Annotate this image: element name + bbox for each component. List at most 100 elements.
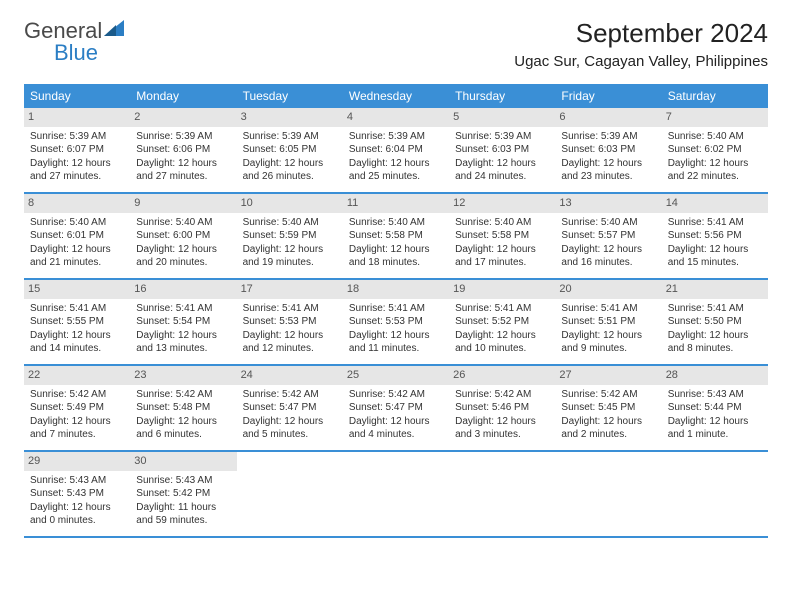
week-row: 22 Sunrise: 5:42 AM Sunset: 5:49 PMDayligh… (24, 366, 768, 452)
day-info-sunrise: Sunrise: 5:40 AM (136, 216, 230, 230)
day-info-d2: and 13 minutes. (136, 342, 230, 356)
day-cell (662, 452, 768, 536)
day-info-sunset: Sunset: 5:54 PM (136, 315, 230, 329)
day-cell: 23Sunrise: 5:42 AMSunset: 5:48 PMDayligh… (130, 366, 236, 450)
day-cell: 13Sunrise: 5:40 AMSunset: 5:57 PMDayligh… (555, 194, 661, 278)
day-info-sunset: Sunset: 6:03 PM (455, 143, 549, 157)
day-info-sunset: Sunset: 6:06 PM (136, 143, 230, 157)
day-info-sunrise: Sunrise: 5:39 AM (30, 130, 124, 144)
day-info-d1: Daylight: 12 hours (668, 157, 762, 171)
day-info-sunrise: Sunrise: 5:42 AM (455, 388, 549, 402)
day-info-d2: and 59 minutes. (136, 514, 230, 528)
day-info-d2: and 17 minutes. (455, 256, 549, 270)
day-cell (555, 452, 661, 536)
day-cell: 17Sunrise: 5:41 AMSunset: 5:53 PMDayligh… (237, 280, 343, 364)
day-info-sunrise: Sunrise: 5:41 AM (243, 302, 337, 316)
day-header: Monday (130, 84, 236, 108)
day-info-d2: and 21 minutes. (30, 256, 124, 270)
day-cell: 12Sunrise: 5:40 AMSunset: 5:58 PMDayligh… (449, 194, 555, 278)
day-info-sunset: Sunset: 5:50 PM (668, 315, 762, 329)
day-number: 19 (449, 280, 555, 299)
day-info-d1: Daylight: 12 hours (30, 415, 124, 429)
day-number: 4 (343, 108, 449, 127)
day-cell: 22Sunrise: 5:42 AMSunset: 5:49 PMDayligh… (24, 366, 130, 450)
day-cell: 29Sunrise: 5:43 AMSunset: 5:43 PMDayligh… (24, 452, 130, 536)
day-cell: 21 Sunrise: 5:41 AMSunset: 5:50 PMDayligh… (662, 280, 768, 364)
day-cell (449, 452, 555, 536)
day-info-d1: Daylight: 12 hours (30, 501, 124, 515)
day-info-d2: and 26 minutes. (243, 170, 337, 184)
month-title: September 2024 (514, 18, 768, 49)
day-info-sunset: Sunset: 6:07 PM (30, 143, 124, 157)
day-info-d1: Daylight: 12 hours (349, 329, 443, 343)
day-info-sunrise: Sunrise: 5:43 AM (136, 474, 230, 488)
day-info-d1: Daylight: 12 hours (668, 329, 762, 343)
day-info-sunrise: Sunrise: 5:39 AM (136, 130, 230, 144)
day-info-d2: and 5 minutes. (243, 428, 337, 442)
day-info-sunrise: Sunrise: 5:43 AM (668, 388, 762, 402)
day-info-d2: and 3 minutes. (455, 428, 549, 442)
day-cell: 10Sunrise: 5:40 AMSunset: 5:59 PMDayligh… (237, 194, 343, 278)
day-number: 28 (662, 366, 768, 385)
day-info-d2: and 24 minutes. (455, 170, 549, 184)
day-info-d1: Daylight: 12 hours (349, 157, 443, 171)
day-info-sunset: Sunset: 5:52 PM (455, 315, 549, 329)
day-header: Saturday (662, 84, 768, 108)
day-cell (343, 452, 449, 536)
day-info-sunset: Sunset: 6:05 PM (243, 143, 337, 157)
day-info-d1: Daylight: 12 hours (455, 157, 549, 171)
day-info-sunset: Sunset: 5:44 PM (668, 401, 762, 415)
day-info-d1: Daylight: 12 hours (455, 329, 549, 343)
day-cell (237, 452, 343, 536)
day-info-d1: Daylight: 12 hours (136, 157, 230, 171)
day-cell: 2Sunrise: 5:39 AMSunset: 6:06 PMDaylight… (130, 108, 236, 192)
brand-text-2: Blue (54, 40, 98, 66)
day-cell: 8Sunrise: 5:40 AMSunset: 6:01 PMDaylight… (24, 194, 130, 278)
day-info-sunset: Sunset: 6:01 PM (30, 229, 124, 243)
day-info-d2: and 19 minutes. (243, 256, 337, 270)
day-info-d2: and 16 minutes. (561, 256, 655, 270)
day-header: Friday (555, 84, 661, 108)
day-info-sunset: Sunset: 5:51 PM (561, 315, 655, 329)
day-cell: 24Sunrise: 5:42 AMSunset: 5:47 PMDayligh… (237, 366, 343, 450)
day-number: 16 (130, 280, 236, 299)
day-cell: 9Sunrise: 5:40 AMSunset: 6:00 PMDaylight… (130, 194, 236, 278)
day-info-d2: and 15 minutes. (668, 256, 762, 270)
day-number: 23 (130, 366, 236, 385)
day-info-d2: and 6 minutes. (136, 428, 230, 442)
day-number: 26 (449, 366, 555, 385)
day-info-sunset: Sunset: 5:58 PM (349, 229, 443, 243)
day-number: 5 (449, 108, 555, 127)
day-info-d2: and 27 minutes. (136, 170, 230, 184)
day-cell: 18Sunrise: 5:41 AMSunset: 5:53 PMDayligh… (343, 280, 449, 364)
brand-triangle-icon (104, 18, 124, 36)
day-info-d2: and 7 minutes. (30, 428, 124, 442)
day-number: 20 (555, 280, 661, 299)
day-info-sunset: Sunset: 5:49 PM (30, 401, 124, 415)
day-info-d1: Daylight: 12 hours (561, 329, 655, 343)
day-info-sunrise: Sunrise: 5:41 AM (668, 302, 762, 316)
day-info-sunrise: Sunrise: 5:41 AM (561, 302, 655, 316)
calendar: SundayMondayTuesdayWednesdayThursdayFrid… (24, 84, 768, 538)
day-info-sunset: Sunset: 5:53 PM (349, 315, 443, 329)
header: General Blue September 2024 Ugac Sur, Ca… (0, 0, 792, 76)
day-info-sunset: Sunset: 5:53 PM (243, 315, 337, 329)
week-row: 29 Sunrise: 5:43 AM Sunset: 5:43 PMDayligh… (24, 452, 768, 538)
day-info-sunset: Sunset: 5:59 PM (243, 229, 337, 243)
day-info-d1: Daylight: 12 hours (30, 157, 124, 171)
day-info-sunset: Sunset: 6:00 PM (136, 229, 230, 243)
day-info-d1: Daylight: 12 hours (243, 243, 337, 257)
day-number: 12 (449, 194, 555, 213)
day-number: 22 (24, 366, 130, 385)
day-cell: 27Sunrise: 5:42 AMSunset: 5:45 PMDayligh… (555, 366, 661, 450)
day-number: 21 (662, 280, 768, 299)
day-info-d1: Daylight: 12 hours (243, 157, 337, 171)
day-number: 29 (24, 452, 130, 471)
day-info-sunrise: Sunrise: 5:42 AM (243, 388, 337, 402)
day-cell: 16Sunrise: 5:41 AMSunset: 5:54 PMDayligh… (130, 280, 236, 364)
day-info-d2: and 10 minutes. (455, 342, 549, 356)
day-info-sunset: Sunset: 5:43 PM (30, 487, 124, 501)
day-info-sunset: Sunset: 5:46 PM (455, 401, 549, 415)
day-info-sunrise: Sunrise: 5:42 AM (561, 388, 655, 402)
day-cell: 20 Sunrise: 5:41 AMSunset: 5:51 PMDayligh… (555, 280, 661, 364)
